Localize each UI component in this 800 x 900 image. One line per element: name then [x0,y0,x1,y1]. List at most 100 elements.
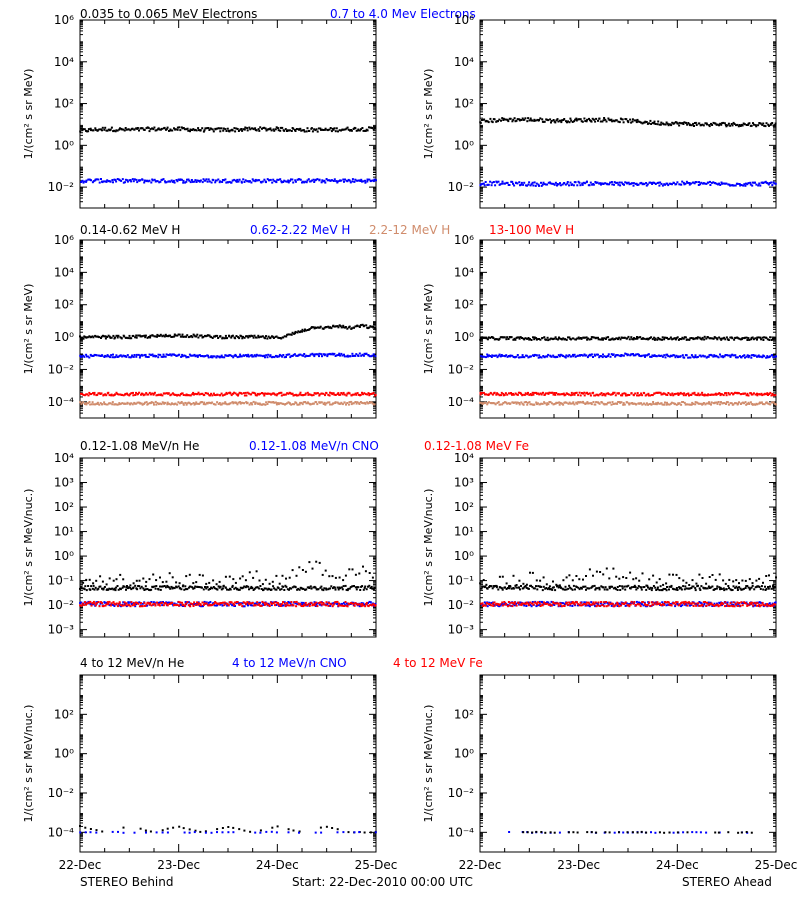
data-point [90,604,93,607]
data-point [133,128,136,131]
data-point [337,588,340,591]
data-point [365,601,368,604]
data-point [309,180,312,183]
data-point [622,403,625,406]
data-point [115,586,118,589]
data-point [352,602,355,605]
data-point [113,587,116,590]
data-point [678,338,681,340]
data-point [368,355,371,358]
data-point [138,129,140,132]
data-point [90,129,92,132]
data-point [209,394,211,397]
data-point [338,352,341,355]
data-point [298,331,301,334]
data-point [234,130,237,133]
data-point [185,403,188,406]
data-point [549,118,552,121]
data-point [620,118,623,121]
data-point [533,391,536,394]
data-point [93,393,96,396]
data-point [182,584,185,587]
data-point [706,402,709,405]
data-point [140,127,143,130]
data-point [655,355,658,358]
data-point [499,183,502,186]
data-point [645,182,648,184]
data-point [291,569,294,572]
data-point [373,403,376,406]
data-point [638,353,640,356]
data-point [344,326,347,328]
data-point [578,118,581,121]
data-point [285,335,288,338]
data-point [637,336,640,339]
data-point [528,119,531,122]
data-point [82,393,85,396]
data-point [743,354,746,357]
data-point [577,336,580,339]
data-point [228,354,231,357]
data-point [130,337,133,340]
data-point [611,401,614,404]
data-point [79,130,82,133]
data-point [320,353,323,356]
data-point [369,401,372,404]
data-point [235,393,238,396]
data-point [251,403,254,406]
data-point [358,352,361,355]
data-point [578,181,581,184]
data-point [344,128,347,131]
data-point [714,182,717,185]
data-point [738,183,741,185]
data-point [732,392,735,395]
data-point [253,602,256,605]
data-point [199,334,202,337]
data-point [631,338,634,341]
data-point [147,588,150,591]
data-point [747,394,750,397]
data-point [480,392,483,394]
data-point [573,353,576,356]
data-point [207,354,210,357]
data-point [719,122,722,125]
data-point [643,392,646,395]
data-point [242,601,245,604]
data-point [612,338,615,341]
data-point [585,336,588,339]
data-point [259,403,262,406]
data-point [234,601,237,604]
data-point [197,602,200,605]
data-point [635,403,638,406]
data-point [117,602,120,605]
data-point [150,401,153,404]
data-point [187,129,190,132]
data-point [108,587,111,590]
y-tick-label: 10⁻² [448,180,475,194]
data-point [610,181,613,183]
data-point [145,401,148,404]
data-point [342,178,345,181]
data-point [746,124,749,126]
data-point [170,129,172,132]
data-point [721,402,724,405]
data-point [337,392,340,395]
data-point [545,338,547,341]
data-point [107,128,110,131]
data-point [629,182,632,185]
data-point [657,401,659,404]
data-point [690,182,692,185]
data-point [746,354,749,357]
data-point [236,601,239,603]
data-point [723,402,726,405]
data-point [216,355,219,358]
data-point [119,127,121,130]
data-point [159,588,162,591]
data-point [671,338,674,341]
data-point [342,585,345,588]
data-point [655,403,658,406]
data-point [743,123,746,126]
data-point [583,336,585,339]
data-point [180,401,183,403]
data-point [359,393,362,396]
